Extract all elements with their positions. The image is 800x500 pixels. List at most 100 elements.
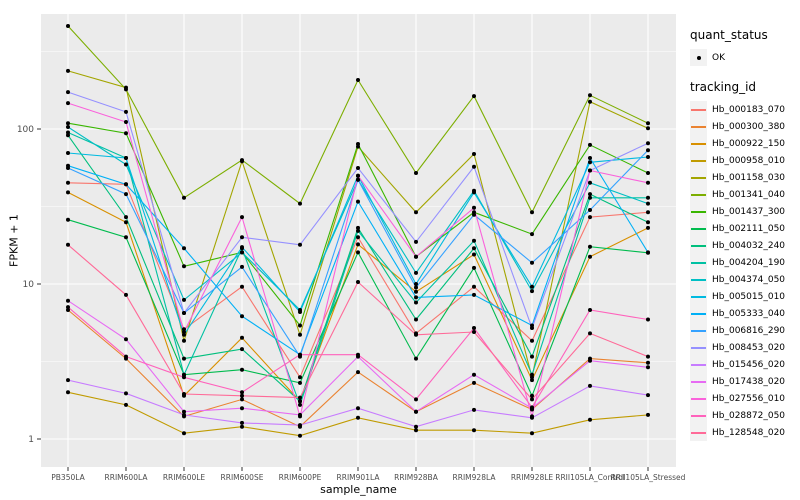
legend-key-box	[690, 186, 707, 203]
legend-item-label: Hb_002111_050	[712, 223, 786, 234]
data-point	[66, 68, 70, 73]
data-point	[472, 265, 476, 270]
data-point	[124, 131, 128, 136]
data-point	[414, 171, 418, 175]
data-point	[588, 195, 592, 200]
legend-item-Hb_017438_020: Hb_017438_020	[690, 373, 800, 390]
data-point	[124, 220, 128, 225]
data-point	[124, 182, 128, 187]
data-point	[240, 347, 244, 352]
data-point	[298, 433, 302, 438]
data-point	[240, 314, 244, 319]
legend-item-Hb_006816_290: Hb_006816_290	[690, 322, 800, 339]
legend-key-box	[690, 101, 707, 118]
data-point	[530, 326, 534, 330]
legend-key-box	[690, 288, 707, 305]
legend-section-quant-status: quant_status OK	[690, 28, 800, 66]
data-point	[298, 242, 302, 247]
series-color-swatch	[691, 312, 706, 315]
data-point	[298, 332, 302, 337]
data-point	[646, 220, 650, 225]
data-point	[66, 298, 70, 303]
series-color-swatch	[691, 363, 706, 366]
legend-item-label: Hb_005333_040	[712, 308, 786, 319]
data-point	[646, 354, 650, 359]
data-point	[646, 210, 650, 215]
x-tick-label: RRIM600LE	[163, 473, 206, 482]
legend-item-Hb_005333_040: Hb_005333_040	[690, 305, 800, 322]
data-point	[472, 330, 476, 334]
legend-key-box	[690, 305, 707, 322]
legend-key-box	[690, 135, 707, 152]
data-point	[182, 392, 186, 396]
data-point	[472, 407, 476, 412]
data-point	[414, 210, 418, 215]
legend-item-ok: OK	[690, 49, 800, 66]
legend-item-label: Hb_000183_070	[712, 104, 786, 115]
data-point	[240, 235, 244, 240]
legend-item-Hb_000922_150: Hb_000922_150	[690, 135, 800, 152]
series-color-swatch	[691, 329, 706, 332]
data-point	[588, 160, 592, 165]
data-point	[298, 423, 302, 428]
series-color-swatch	[691, 227, 706, 230]
data-point	[66, 378, 70, 383]
data-point	[414, 295, 418, 300]
data-point	[182, 264, 186, 269]
data-point	[646, 201, 650, 206]
data-point	[588, 244, 592, 249]
data-point	[66, 180, 70, 185]
data-point	[356, 142, 360, 146]
data-point	[66, 101, 70, 106]
data-point	[240, 250, 244, 255]
data-point	[414, 317, 418, 322]
data-point	[240, 397, 244, 402]
data-point	[588, 180, 592, 185]
data-point	[240, 420, 244, 425]
legend-key-box	[690, 49, 707, 66]
legend-tracking-entries: Hb_000183_070 Hb_000300_380 Hb_000922_150 H…	[690, 101, 800, 441]
data-point	[124, 402, 128, 407]
series-color-swatch	[691, 261, 706, 264]
y-tick-label: 1	[28, 435, 34, 445]
data-point	[124, 354, 128, 359]
data-point	[588, 142, 592, 147]
series-color-swatch	[691, 159, 706, 162]
data-point	[588, 99, 592, 104]
data-point	[356, 173, 360, 178]
data-point	[472, 326, 476, 330]
data-point	[472, 428, 476, 433]
data-point	[472, 372, 476, 377]
data-point	[414, 300, 418, 305]
legend-item-Hb_027556_010: Hb_027556_010	[690, 390, 800, 407]
legend-key-box	[690, 237, 707, 254]
data-point	[298, 201, 302, 206]
data-point	[124, 192, 128, 197]
data-point	[240, 245, 244, 250]
y-axis-title: FPKM + 1	[7, 214, 21, 267]
data-point	[588, 417, 592, 422]
legend: quant_status OK tracking_id Hb_000183_07…	[690, 28, 800, 455]
data-point	[356, 242, 360, 247]
data-point	[356, 199, 360, 204]
data-point	[414, 397, 418, 402]
legend-item-label: Hb_008453_020	[712, 342, 786, 353]
legend-item-label: Hb_001341_040	[712, 189, 786, 200]
legend-key-box	[690, 152, 707, 169]
data-point	[240, 264, 244, 269]
data-point	[66, 217, 70, 222]
legend-item-Hb_001437_300: Hb_001437_300	[690, 203, 800, 220]
data-point	[356, 177, 360, 182]
legend-item-label: Hb_128548_020	[712, 427, 786, 438]
data-point	[588, 192, 592, 197]
data-point	[530, 393, 534, 398]
legend-item-label: Hb_004374_050	[712, 274, 786, 285]
data-point	[414, 285, 418, 290]
data-point	[66, 242, 70, 247]
data-point	[646, 195, 650, 200]
data-point	[414, 332, 418, 337]
legend-key-box	[690, 118, 707, 135]
data-point	[646, 393, 650, 398]
